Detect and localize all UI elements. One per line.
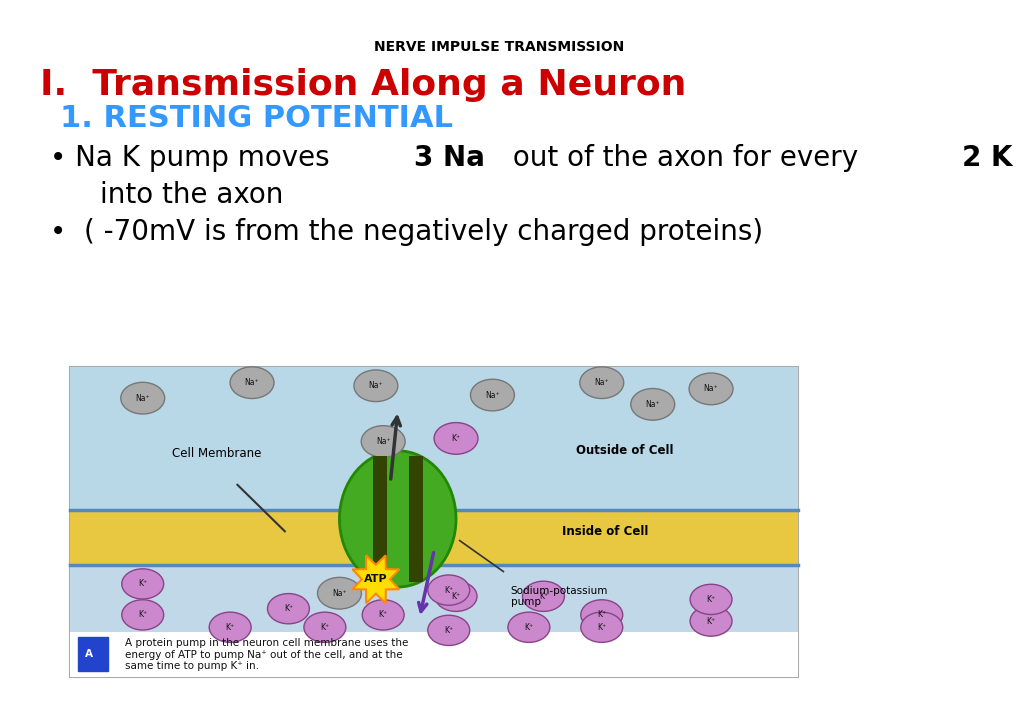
Text: Na⁺: Na⁺ [245, 378, 259, 387]
Text: Na⁺: Na⁺ [594, 378, 608, 387]
Text: Na⁺: Na⁺ [375, 437, 390, 446]
Circle shape [427, 575, 469, 606]
Circle shape [689, 373, 733, 405]
Text: Na⁺: Na⁺ [645, 400, 659, 409]
Text: K⁺: K⁺ [138, 611, 147, 619]
Circle shape [362, 600, 404, 630]
Circle shape [522, 581, 564, 611]
FancyBboxPatch shape [409, 456, 422, 582]
Circle shape [317, 577, 361, 609]
Text: K⁺: K⁺ [378, 611, 387, 619]
Text: Sodium-potassium
pump: Sodium-potassium pump [511, 585, 607, 607]
Circle shape [209, 612, 251, 642]
Circle shape [580, 600, 623, 630]
FancyBboxPatch shape [69, 367, 798, 677]
Text: K⁺: K⁺ [138, 580, 147, 588]
Text: K⁺: K⁺ [225, 623, 234, 631]
Text: NERVE IMPULSE TRANSMISSION: NERVE IMPULSE TRANSMISSION [374, 40, 624, 53]
Circle shape [361, 426, 405, 457]
Circle shape [579, 367, 623, 399]
Circle shape [121, 569, 163, 599]
Text: K⁺: K⁺ [596, 611, 605, 619]
Circle shape [354, 370, 397, 402]
Text: 1. RESTING POTENTIAL: 1. RESTING POTENTIAL [60, 104, 452, 133]
Circle shape [580, 612, 623, 642]
Text: into the axon: into the axon [100, 181, 283, 210]
Text: Cell Membrane: Cell Membrane [172, 447, 261, 460]
Text: K⁺: K⁺ [524, 623, 533, 631]
Text: K⁺: K⁺ [538, 592, 547, 600]
Text: K⁺: K⁺ [706, 595, 715, 604]
FancyBboxPatch shape [77, 636, 107, 671]
Text: Inside of Cell: Inside of Cell [561, 525, 647, 538]
Circle shape [230, 367, 274, 399]
Text: K⁺: K⁺ [596, 623, 605, 631]
Text: I.  Transmission Along a Neuron: I. Transmission Along a Neuron [40, 68, 686, 102]
FancyBboxPatch shape [69, 565, 798, 636]
Text: Na⁺: Na⁺ [332, 589, 346, 598]
Text: Na⁺: Na⁺ [703, 384, 717, 393]
Text: Na⁺: Na⁺ [136, 394, 150, 402]
Circle shape [434, 423, 478, 454]
Text: ATP: ATP [364, 575, 387, 584]
Text: K⁺: K⁺ [443, 626, 452, 635]
FancyBboxPatch shape [372, 456, 386, 582]
Circle shape [630, 389, 674, 420]
Text: Outside of Cell: Outside of Cell [576, 444, 674, 457]
Text: •  ( -70mV is from the negatively charged proteins): • ( -70mV is from the negatively charged… [50, 218, 762, 246]
Text: K⁺: K⁺ [706, 616, 715, 626]
Text: Na⁺: Na⁺ [368, 382, 383, 390]
FancyBboxPatch shape [69, 632, 798, 677]
Text: Na⁺: Na⁺ [485, 390, 499, 400]
Text: K⁺: K⁺ [451, 434, 461, 443]
Circle shape [690, 606, 732, 636]
Circle shape [507, 612, 549, 642]
Text: • Na K pump moves: • Na K pump moves [50, 144, 338, 172]
Text: K⁺: K⁺ [283, 604, 292, 613]
Circle shape [304, 612, 345, 642]
Polygon shape [353, 555, 398, 603]
FancyBboxPatch shape [69, 510, 798, 565]
Circle shape [435, 581, 477, 611]
Text: K⁺: K⁺ [320, 623, 329, 631]
Circle shape [427, 615, 469, 646]
Text: K⁺: K⁺ [451, 592, 461, 600]
Circle shape [267, 593, 309, 624]
Circle shape [121, 600, 163, 630]
Text: 3 Na: 3 Na [414, 144, 485, 172]
Text: A protein pump in the neuron cell membrane uses the
energy of ATP to pump Na⁺ ou: A protein pump in the neuron cell membra… [124, 638, 408, 671]
Text: 2 K: 2 K [961, 144, 1012, 172]
Ellipse shape [339, 451, 455, 587]
Text: A: A [85, 649, 93, 659]
Text: out of the axon for every: out of the axon for every [503, 144, 866, 172]
Text: K⁺: K⁺ [443, 585, 452, 595]
Circle shape [120, 382, 164, 414]
FancyBboxPatch shape [69, 367, 798, 510]
Circle shape [470, 379, 514, 411]
Circle shape [690, 585, 732, 615]
